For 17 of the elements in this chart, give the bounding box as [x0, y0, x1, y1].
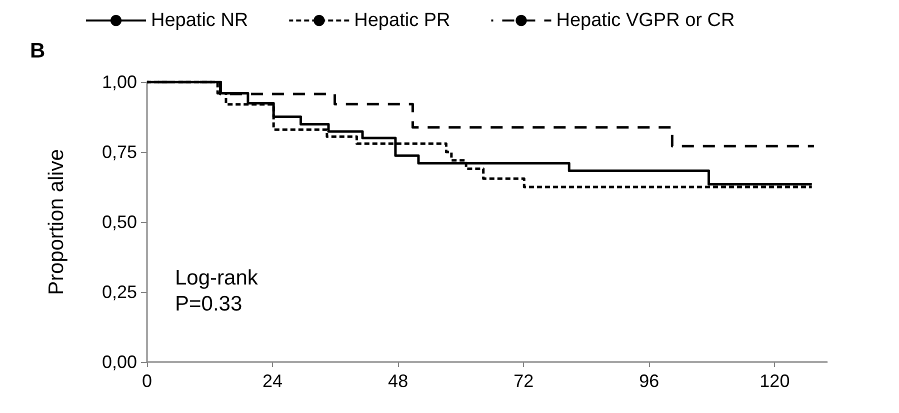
y-tick-label: 0,25	[102, 282, 137, 302]
y-tick-label: 0,00	[102, 352, 137, 372]
x-tick-label: 0	[142, 371, 152, 391]
legend-label: Hepatic NR	[151, 10, 248, 31]
y-tick-label: 0,75	[102, 142, 137, 162]
text: B	[30, 40, 46, 62]
legend-label: Hepatic PR	[354, 10, 450, 31]
legend-label: Hepatic VGPR or CR	[556, 10, 735, 31]
annotation: Log-rank P=0.33	[175, 266, 258, 316]
y-tick-label: 0,50	[102, 212, 137, 232]
y-axis-title: Proportion alive	[45, 149, 68, 295]
x-tick-label: 48	[388, 371, 408, 391]
x-tick-label: 72	[514, 371, 534, 391]
y-tick-label: 1,00	[102, 72, 137, 92]
x-tick-label: 120	[760, 371, 790, 391]
x-tick-label: 96	[639, 371, 660, 391]
x-tick-label: 24	[262, 371, 283, 391]
